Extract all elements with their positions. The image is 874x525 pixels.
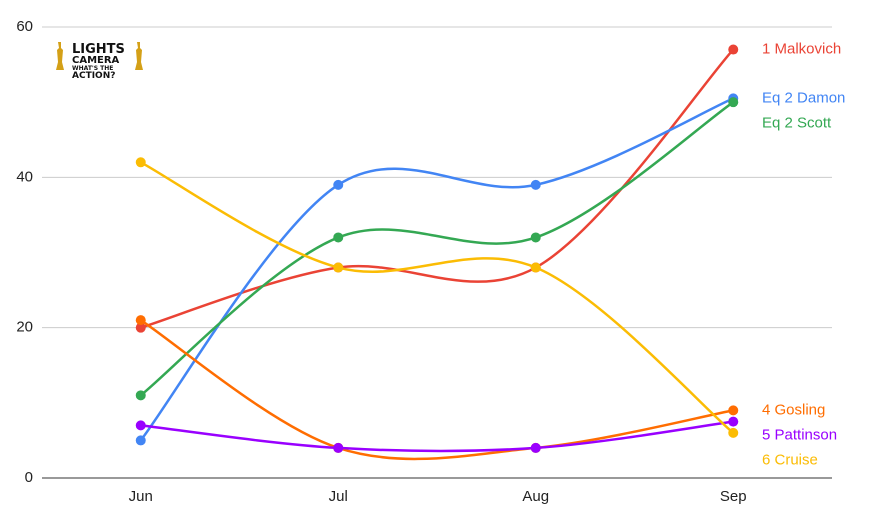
- legend-label: 6 Cruise: [762, 451, 818, 468]
- point: [333, 232, 344, 243]
- x-tick-label: Jul: [329, 488, 348, 505]
- x-tick-label: Sep: [720, 488, 747, 505]
- y-tick-label: 20: [16, 319, 33, 336]
- point: [135, 390, 146, 401]
- legend-label: Eq 2 Damon: [762, 89, 845, 106]
- point: [530, 262, 541, 273]
- trophy-icon: [135, 42, 143, 70]
- point: [135, 315, 146, 326]
- line: [139, 101, 734, 397]
- y-tick-label: 0: [25, 469, 33, 486]
- logo-text: ACTION?: [72, 71, 115, 81]
- line: [139, 97, 734, 442]
- logo-text: CAMERA: [72, 55, 120, 66]
- point: [728, 405, 739, 416]
- point: [333, 262, 344, 273]
- legend-label: 1 Malkovich: [762, 41, 841, 58]
- point: [333, 179, 344, 190]
- point: [135, 420, 146, 431]
- line: [140, 48, 735, 329]
- point: [530, 179, 541, 190]
- point: [728, 416, 739, 427]
- line: [140, 420, 734, 453]
- trophy-icon: [56, 42, 64, 70]
- point: [135, 157, 146, 168]
- point: [728, 427, 739, 438]
- logo: LIGHTS CAMERA WHAT'S THE ACTION?: [56, 42, 143, 81]
- legend-label: 5 Pattinson: [762, 426, 837, 443]
- logo-text: WHAT'S THE: [72, 65, 113, 72]
- point: [728, 97, 739, 108]
- point: [530, 442, 541, 453]
- legend-label: 4 Gosling: [762, 401, 825, 418]
- x-tick-label: Jun: [129, 488, 153, 505]
- point: [728, 44, 739, 55]
- y-tick-label: 60: [16, 18, 33, 35]
- y-tick-label: 40: [16, 168, 33, 185]
- line: [140, 319, 734, 461]
- legend-label: Eq 2 Scott: [762, 114, 832, 131]
- point: [135, 322, 146, 333]
- logo-text: LIGHTS: [72, 42, 125, 57]
- point: [333, 442, 344, 453]
- point: [530, 232, 541, 243]
- point: [135, 435, 146, 446]
- x-tick-label: Aug: [522, 488, 549, 505]
- line: [140, 161, 735, 434]
